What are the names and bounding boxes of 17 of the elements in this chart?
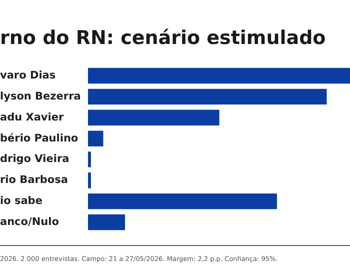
bar: [88, 193, 277, 210]
y-tick-label: varo Dias: [0, 69, 56, 82]
chart-title: rno do RN: cenário estimulado: [0, 27, 326, 49]
bar: [88, 110, 220, 126]
bar: [88, 68, 350, 84]
y-tick-label: lyson Bezerra: [0, 90, 81, 102]
bar: [88, 130, 104, 146]
bar: [88, 152, 91, 168]
bar: [88, 88, 327, 105]
y-tick-label: bério Paulino: [0, 132, 78, 144]
y-tick-label: rio Barbosa: [0, 174, 68, 186]
y-tick-label: io sabe: [0, 195, 42, 208]
bar: [88, 214, 126, 230]
bar: [88, 172, 91, 188]
y-tick-label: drigo Vieira: [0, 153, 70, 166]
y-tick-label: adu Xavier: [0, 111, 64, 124]
y-tick-label: anco/Nulo: [0, 216, 59, 228]
